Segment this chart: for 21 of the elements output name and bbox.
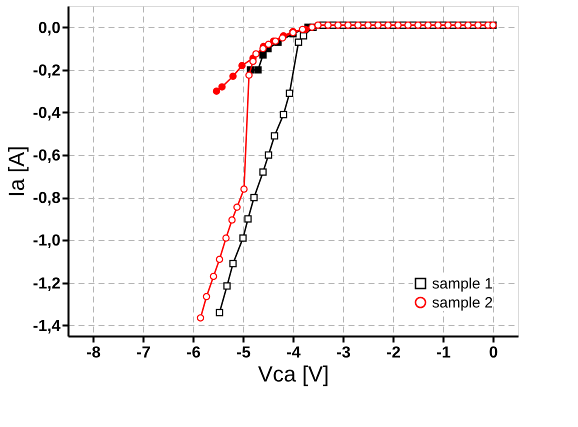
legend-label: sample 1 [432, 276, 493, 292]
y-tick-label: -0,4 [32, 104, 61, 122]
y-tick-label: -1,4 [32, 318, 61, 335]
y-tick-label: -0,2 [32, 62, 61, 80]
x-tick-label: -7 [136, 344, 151, 362]
x-tick-label: -5 [236, 344, 251, 362]
x-tick-label: -6 [186, 344, 201, 362]
x-tick-label: -3 [336, 344, 351, 362]
x-tick-label: -1 [436, 344, 451, 362]
x-axis-title: Vca [V] [258, 362, 329, 386]
x-tick-label: -4 [286, 344, 301, 362]
x-tick-label: -8 [86, 344, 101, 362]
y-axis-title: Ia [A] [4, 146, 29, 198]
y-tick-label: 0,0 [38, 20, 61, 37]
y-tick-label: -0,8 [32, 190, 61, 208]
x-tick-label: 0 [489, 344, 498, 362]
legend-label: sample 2 [432, 294, 493, 312]
y-tick-label: -1,2 [32, 275, 61, 292]
x-tick-label: -2 [386, 344, 401, 362]
y-tick-label: -0,6 [32, 148, 61, 165]
y-tick-label: -1,0 [32, 232, 61, 250]
